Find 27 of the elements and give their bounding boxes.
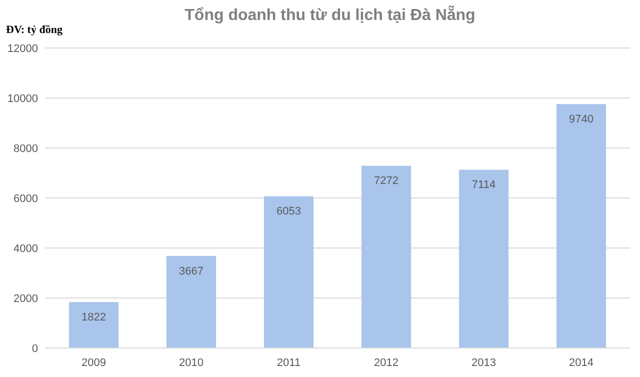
bar [556, 104, 606, 348]
bar [361, 166, 412, 348]
data-label: 3667 [179, 265, 204, 278]
bar [68, 302, 119, 348]
data-label: 6053 [276, 206, 301, 218]
y-tick-label: 6000 [14, 193, 38, 205]
y-tick-label: 4000 [14, 243, 38, 255]
x-tick-label: 2011 [276, 357, 301, 369]
data-label: 7114 [472, 179, 496, 192]
y-tick-label: 0 [32, 343, 38, 355]
y-tick-label: 10000 [7, 93, 38, 105]
bar [166, 256, 216, 348]
chart-title: Tổng doanh thu từ du lịch tại Đà Nẵng [184, 5, 476, 24]
x-tick-label: 2013 [472, 357, 496, 369]
y-tick-label: 12000 [7, 43, 38, 55]
data-label: 9740 [569, 114, 594, 126]
text: ĐV: tỷ đồng [6, 24, 63, 36]
y-tick-label: 8000 [14, 143, 38, 155]
y-tick-label: 2000 [14, 293, 38, 305]
x-tick-label: 2010 [179, 357, 204, 369]
x-tick-label: 2009 [82, 357, 106, 369]
data-label: 7272 [374, 175, 398, 188]
bar [264, 196, 314, 348]
x-tick-label: 2012 [374, 357, 398, 369]
bar [458, 170, 509, 348]
x-tick-label: 2014 [569, 357, 594, 369]
data-label: 1822 [82, 311, 106, 324]
